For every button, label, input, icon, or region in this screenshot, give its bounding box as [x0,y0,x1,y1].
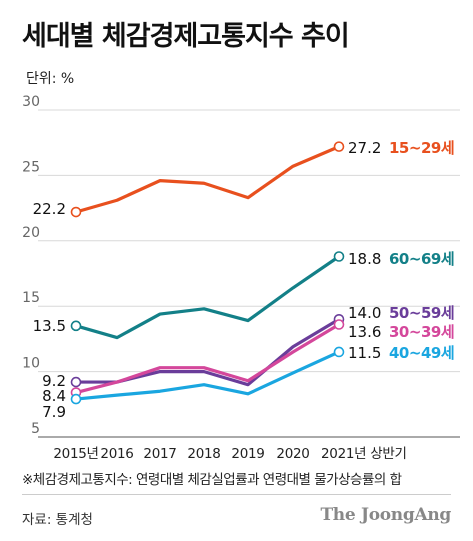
x-tick-label: 2016 [100,446,133,462]
y-tick-label: 25 [22,159,40,175]
series-end-point [333,251,345,262]
chart-title: 세대별 체감경제고통지수 추이 [22,21,350,52]
y-tick-label: 15 [22,290,40,306]
series-start-value: 7.9 [42,403,66,421]
series-start-value: 9.2 [42,372,66,390]
series-line-30~39세 [74,322,341,395]
x-tick-label: 2020 [276,446,309,462]
footnote: ※체감경제고통지수: 연령대별 체감실업률과 연령대별 물가상승률의 합 [22,472,402,488]
series-start-value: 22.2 [33,200,66,218]
series-end-value: 27.2 [348,139,381,157]
series-start-value: 8.4 [42,387,66,405]
series-end-value: 11.5 [348,344,381,362]
series-line-60~69세 [74,254,341,340]
brand-logo: The JoongAng [320,505,451,525]
divider [22,494,451,495]
series-end-value: 14.0 [348,304,381,322]
series-start-value: 13.5 [33,317,66,335]
series-line-50~59세 [74,317,341,387]
y-tick-label: 10 [22,356,40,372]
x-tick-label: 2021년 상반기 [321,446,407,462]
series-name-label: 50~59세 [389,304,454,322]
series-start-point [70,393,82,405]
series-end-point [333,319,345,330]
y-tick-label: 20 [22,225,40,241]
series-end-point [333,141,345,152]
x-tick-label: 2018 [187,446,220,462]
series-name-label: 15~29세 [389,139,454,157]
series-start-point [70,320,82,332]
unit-label: 단위: % [26,71,75,87]
series-end-value: 18.8 [348,250,381,268]
series-end-value: 13.6 [348,323,381,341]
series-line-15~29세 [74,145,341,214]
series-end-point [333,346,345,358]
series-name-label: 60~69세 [389,250,454,268]
x-tick-label: 2017 [143,446,176,462]
series-line-40~49세 [74,350,341,401]
x-tick-label: 2015년 [53,446,98,462]
y-tick-label: 30 [22,94,40,110]
x-tick-label: 2019 [231,446,264,462]
series-name-label: 40~49세 [389,344,454,362]
source-label: 자료: 통계청 [22,512,93,528]
series-start-point [70,206,82,218]
series-name-label: 30~39세 [389,323,454,341]
y-tick-label: 5 [31,421,40,437]
series-start-point [70,376,82,388]
